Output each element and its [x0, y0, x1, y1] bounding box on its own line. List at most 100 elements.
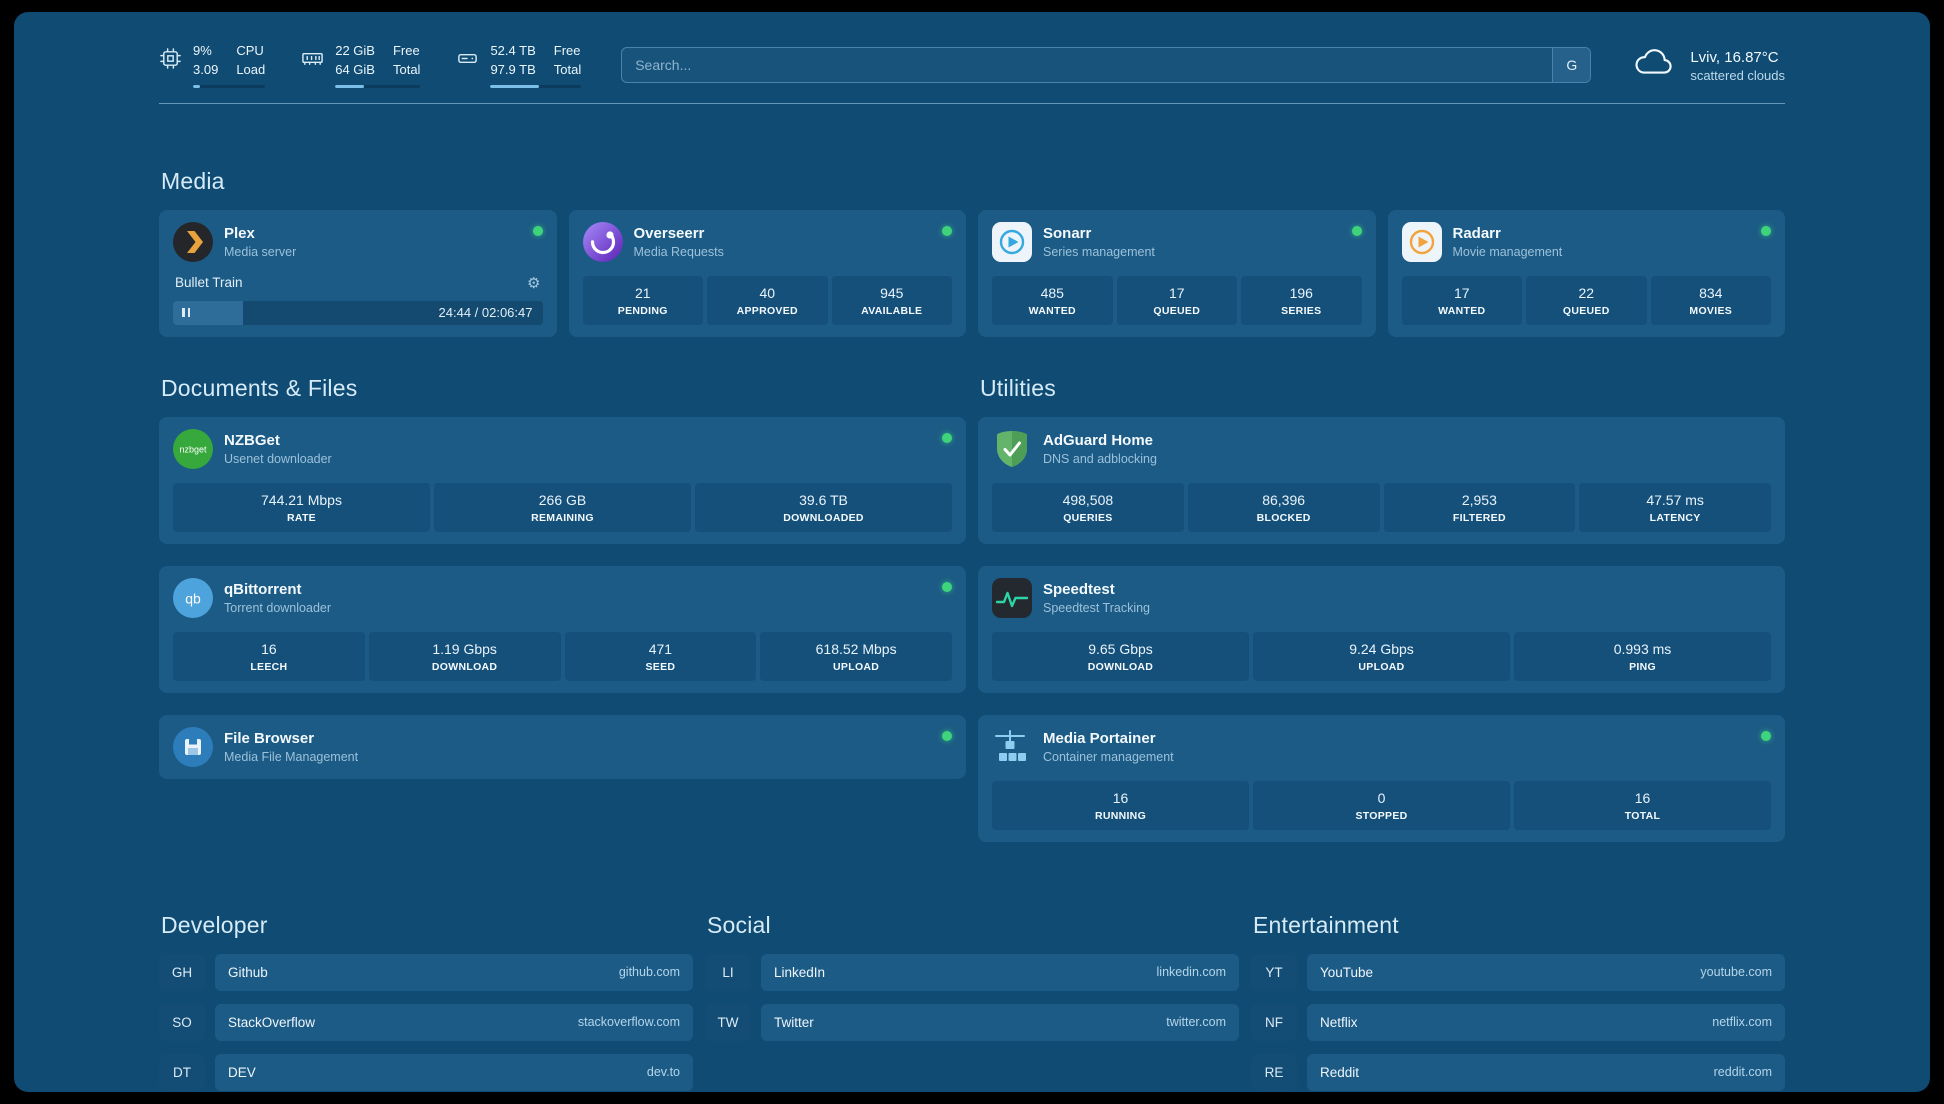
- portainer-card[interactable]: Media Portainer Container management 16 …: [978, 714, 1785, 842]
- bookmark-github[interactable]: GH Github github.com: [159, 953, 693, 991]
- stat: 1.19 Gbps DOWNLOAD: [368, 631, 561, 681]
- documents-section: Documents & Files nzbget NZBGet Usenet d…: [159, 375, 966, 864]
- overseerr-icon: [582, 221, 623, 262]
- bookmark-name: StackOverflow: [228, 1014, 316, 1030]
- qbittorrent-card[interactable]: qb qBittorrent Torrent downloader 16 LEE…: [159, 565, 966, 693]
- search-input[interactable]: [621, 46, 1592, 83]
- search-bar: G: [621, 46, 1592, 83]
- stat: 17 QUEUED: [1116, 275, 1237, 325]
- gear-icon[interactable]: ⚙: [527, 274, 541, 292]
- search-provider-button[interactable]: G: [1552, 47, 1591, 82]
- stat: 9.24 Gbps UPLOAD: [1253, 631, 1510, 681]
- app-description: Container management: [1043, 749, 1174, 764]
- topbar-divider: [159, 102, 1785, 104]
- bookmark-url: github.com: [618, 965, 680, 980]
- app-description: Media File Management: [224, 749, 359, 764]
- bookmark-abbr: RE: [1251, 1053, 1297, 1091]
- bookmark-url: twitter.com: [1166, 1015, 1226, 1030]
- metric-label: Load: [236, 61, 266, 77]
- stat: 2,953 FILTERED: [1383, 482, 1576, 532]
- app-name: Speedtest: [1043, 580, 1115, 598]
- radarr-icon: [1401, 221, 1442, 262]
- disk-widget: 52.4 TB 97.9 TB Free Total: [456, 42, 582, 88]
- app-name: qBittorrent: [224, 580, 302, 598]
- bookmark-abbr: NF: [1251, 1003, 1297, 1041]
- bookmark-abbr: TW: [705, 1003, 751, 1041]
- bookmarks-social: Social LI LinkedIn linkedin.com TW Twitt…: [705, 912, 1239, 1092]
- speedtest-card[interactable]: Speedtest Speedtest Tracking 9.65 Gbps D…: [978, 565, 1785, 693]
- stat: 945 AVAILABLE: [831, 275, 952, 325]
- bookmark-youtube[interactable]: YT YouTube youtube.com: [1251, 953, 1785, 991]
- status-dot: [942, 432, 952, 443]
- bookmark-url: reddit.com: [1713, 1065, 1772, 1080]
- stat: 39.6 TB DOWNLOADED: [695, 482, 952, 532]
- bookmark-dev[interactable]: DT DEV dev.to: [159, 1053, 693, 1091]
- cpu-usage-bar: [193, 84, 266, 88]
- bookmark-name: Twitter: [774, 1014, 814, 1030]
- disk-icon: [456, 42, 479, 75]
- app-name: NZBGet: [224, 431, 280, 449]
- section-heading-media: Media: [161, 167, 225, 194]
- portainer-icon: [992, 727, 1032, 767]
- section-heading-utilities: Utilities: [980, 374, 1056, 401]
- stat: 86,396 BLOCKED: [1187, 482, 1380, 532]
- metric-label: Free: [392, 43, 420, 58]
- metric-value: 3.09: [193, 61, 219, 77]
- bookmark-stackoverflow[interactable]: SO StackOverflow stackoverflow.com: [159, 1003, 693, 1041]
- weather-widget[interactable]: Lviv, 16.87°C scattered clouds: [1631, 46, 1785, 83]
- filebrowser-card[interactable]: File Browser Media File Management: [159, 714, 966, 779]
- app-name: Sonarr: [1043, 224, 1092, 242]
- section-heading-documents: Documents & Files: [161, 374, 358, 401]
- bookmark-netflix[interactable]: NF Netflix netflix.com: [1251, 1003, 1785, 1041]
- bookmark-url: linkedin.com: [1156, 965, 1226, 980]
- app-name: Media Portainer: [1043, 729, 1156, 747]
- media-section: Plex Media server Bullet Train ⚙ 24:44 /…: [159, 209, 1785, 337]
- dashboard-panel: 9% 3.09 CPU Load: [14, 12, 1930, 1092]
- bookmark-twitter[interactable]: TW Twitter twitter.com: [705, 1003, 1239, 1041]
- bookmark-linkedin[interactable]: LI LinkedIn linkedin.com: [705, 953, 1239, 991]
- bookmark-url: stackoverflow.com: [577, 1015, 680, 1030]
- bookmark-url: netflix.com: [1712, 1015, 1772, 1030]
- stat: 47.57 ms LATENCY: [1579, 482, 1771, 532]
- stat: 22 QUEUED: [1526, 275, 1647, 325]
- bookmark-name: LinkedIn: [774, 964, 826, 980]
- playback-progress-fill: [173, 300, 244, 325]
- overseerr-card[interactable]: Overseerr Media Requests 21 PENDING 40 A…: [568, 209, 966, 337]
- radarr-card[interactable]: Radarr Movie management 17 WANTED 22 QUE…: [1387, 209, 1785, 337]
- weather-location: Lviv, 16.87°C: [1690, 48, 1779, 66]
- bookmark-abbr: YT: [1251, 953, 1297, 991]
- stat: 618.52 Mbps UPLOAD: [760, 631, 952, 681]
- bookmarks-developer: Developer GH Github github.com SO StackO…: [159, 912, 693, 1092]
- memory-usage-bar: [335, 84, 421, 88]
- app-description: Torrent downloader: [224, 600, 332, 615]
- plex-card[interactable]: Plex Media server Bullet Train ⚙ 24:44 /…: [159, 209, 557, 337]
- metric-value: 9%: [193, 43, 212, 58]
- metric-label: Free: [553, 43, 581, 58]
- section-heading-developer: Developer: [161, 911, 268, 938]
- bookmark-reddit[interactable]: RE Reddit reddit.com: [1251, 1053, 1785, 1091]
- stat: 21 PENDING: [582, 275, 703, 325]
- sonarr-icon: [992, 221, 1032, 262]
- app-name: Overseerr: [633, 224, 705, 242]
- disk-usage-bar: [490, 84, 582, 88]
- cpu-widget: 9% 3.09 CPU Load: [159, 42, 266, 88]
- bookmark-name: Reddit: [1320, 1064, 1360, 1080]
- bookmark-abbr: SO: [159, 1003, 205, 1041]
- sonarr-card[interactable]: Sonarr Series management 485 WANTED 17 Q…: [978, 209, 1376, 337]
- bookmark-url: dev.to: [646, 1065, 680, 1080]
- playback-progress-bar[interactable]: 24:44 / 02:06:47: [173, 300, 543, 325]
- metric-value: 97.9 TB: [490, 61, 536, 77]
- app-description: Series management: [1043, 244, 1155, 259]
- playback-time: 24:44 / 02:06:47: [438, 305, 533, 321]
- nzbget-card[interactable]: nzbget NZBGet Usenet downloader 744.21 M…: [159, 416, 966, 544]
- app-description: Speedtest Tracking: [1043, 600, 1151, 615]
- stat: 9.65 Gbps DOWNLOAD: [992, 631, 1249, 681]
- app-description: Media server: [224, 244, 297, 259]
- adguard-card[interactable]: AdGuard Home DNS and adblocking 498,508 …: [978, 416, 1785, 544]
- stat: 40 APPROVED: [707, 275, 828, 325]
- metric-label: Total: [553, 61, 582, 77]
- stat: 17 WANTED: [1401, 275, 1522, 325]
- stat: 16 LEECH: [173, 631, 365, 681]
- stat: 471 SEED: [564, 631, 757, 681]
- pause-icon[interactable]: [182, 308, 190, 318]
